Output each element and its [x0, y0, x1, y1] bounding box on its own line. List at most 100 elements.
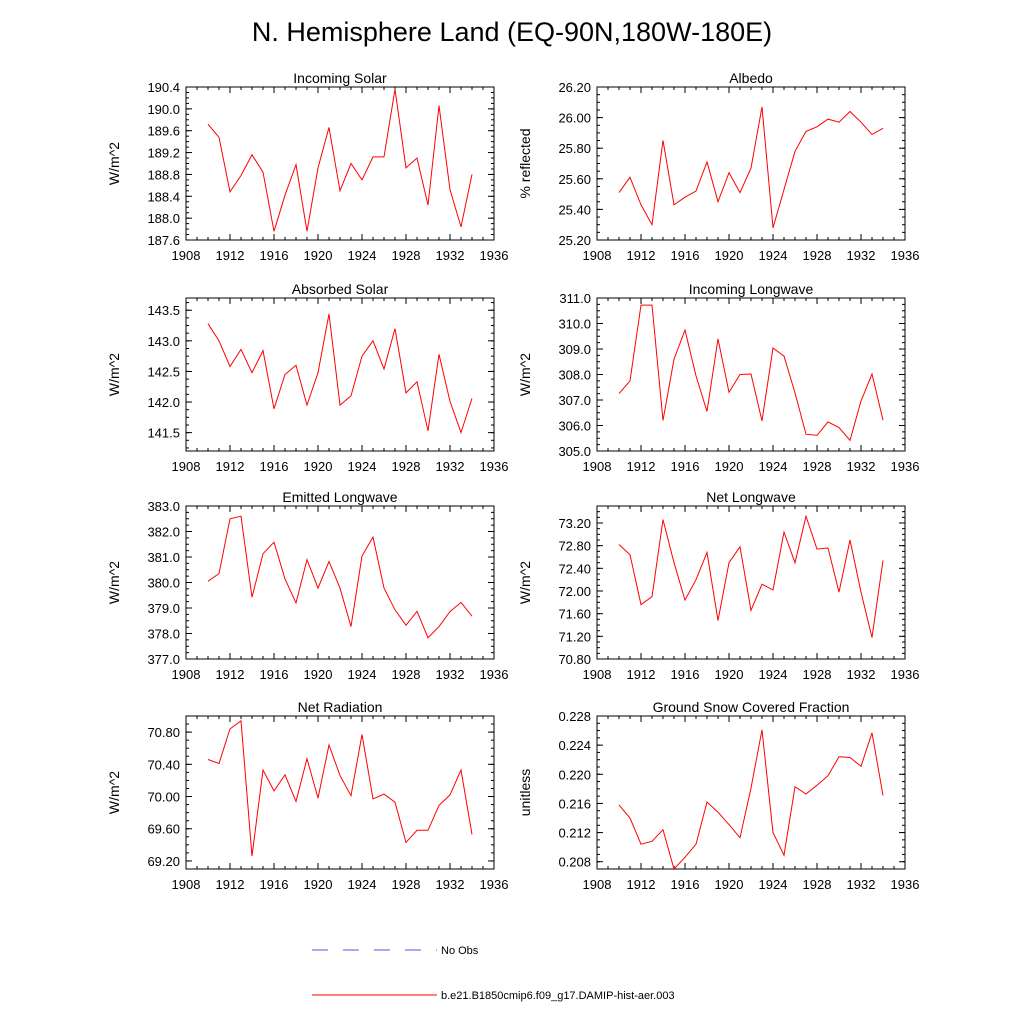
series-line	[207, 313, 473, 435]
y-tick-label: 143.0	[147, 334, 180, 349]
x-tick-label: 1912	[216, 248, 245, 263]
x-tick-label: 1932	[436, 667, 465, 682]
y-tick-label: 71.20	[558, 629, 591, 644]
y-axis-label: % reflected	[517, 128, 533, 198]
y-tick-label: 25.60	[558, 172, 591, 187]
x-tick-label: 1932	[436, 877, 465, 892]
x-tick-label: 1936	[891, 667, 920, 682]
x-tick-label: 1912	[627, 667, 656, 682]
panels-group: Incoming Solar W/m^2 1908 1912 1916 1920 1924 1…	[106, 70, 919, 892]
y-tick-label: 382.0	[147, 525, 180, 540]
x-tick-label: 1928	[392, 877, 421, 892]
x-tick-label: 1920	[304, 459, 333, 474]
y-tick-label: 72.40	[558, 561, 591, 576]
x-tick-label: 1936	[480, 459, 509, 474]
series-line	[207, 719, 473, 857]
x-tick-label: 1920	[304, 877, 333, 892]
x-tick-label: 1916	[671, 877, 700, 892]
x-tick-label: 1912	[627, 459, 656, 474]
y-tick-label: 380.0	[147, 576, 180, 591]
y-tick-label: 187.6	[147, 233, 180, 248]
y-tick-label: 70.00	[147, 790, 180, 805]
panel-title: Ground Snow Covered Fraction	[653, 699, 850, 715]
y-axis-label: W/m^2	[106, 771, 122, 814]
x-tick-label: 1920	[715, 667, 744, 682]
y-tick-label: 305.0	[558, 444, 591, 459]
series-line	[618, 729, 884, 870]
x-tick-label: 1912	[627, 248, 656, 263]
x-tick-label: 1912	[216, 877, 245, 892]
panel-0: Incoming Solar W/m^2 1908 1912 1916 1920 1924 1…	[106, 70, 508, 263]
y-tick-label: 142.5	[147, 364, 180, 379]
legend-label-no-obs: No Obs	[441, 945, 479, 957]
x-tick-label: 1908	[172, 667, 201, 682]
x-tick-label: 1916	[260, 459, 289, 474]
y-axis-label: W/m^2	[517, 561, 533, 604]
x-tick-label: 1932	[847, 459, 876, 474]
x-tick-label: 1912	[216, 667, 245, 682]
y-tick-label: 311.0	[559, 291, 591, 306]
y-tick-label: 188.4	[147, 189, 180, 204]
x-tick-label: 1928	[803, 877, 832, 892]
y-tick-label: 70.40	[147, 757, 180, 772]
x-tick-label: 1924	[759, 667, 788, 682]
x-tick-label: 1924	[348, 877, 377, 892]
x-tick-label: 1928	[392, 667, 421, 682]
y-tick-label: 310.0	[558, 317, 591, 332]
series-line	[618, 106, 884, 228]
x-tick-label: 1924	[759, 877, 788, 892]
panel-7: Ground Snow Covered Fraction unitless 1908…	[517, 699, 919, 892]
y-tick-label: 307.0	[558, 393, 591, 408]
y-tick-label: 69.20	[147, 854, 180, 869]
x-tick-label: 1908	[172, 248, 201, 263]
series-line	[618, 514, 884, 638]
y-tick-label: 141.5	[147, 426, 180, 441]
y-tick-label: 189.2	[147, 146, 180, 161]
y-tick-label: 0.228	[558, 709, 591, 724]
x-tick-label: 1908	[172, 459, 201, 474]
x-tick-label: 1928	[803, 667, 832, 682]
x-tick-label: 1916	[671, 459, 700, 474]
y-tick-label: 0.216	[558, 796, 591, 811]
y-tick-label: 190.4	[147, 80, 180, 95]
y-tick-label: 188.0	[147, 211, 180, 226]
y-tick-label: 70.80	[147, 725, 180, 740]
y-tick-label: 0.208	[558, 855, 591, 870]
x-tick-label: 1908	[583, 877, 612, 892]
x-tick-label: 1908	[583, 459, 612, 474]
x-tick-label: 1916	[671, 248, 700, 263]
y-tick-label: 25.80	[558, 141, 591, 156]
x-tick-label: 1924	[348, 248, 377, 263]
legend: No Obs b.e21.B1850cmip6.f09_g17.DAMIP-hi…	[312, 945, 675, 1002]
y-tick-label: 25.40	[558, 202, 591, 217]
y-axis-label: W/m^2	[106, 353, 122, 396]
x-tick-label: 1912	[216, 459, 245, 474]
y-tick-label: 143.5	[147, 303, 180, 318]
y-tick-label: 306.0	[558, 419, 591, 434]
panel-title: Incoming Solar	[293, 70, 387, 86]
y-tick-label: 70.80	[558, 652, 591, 667]
panel-5: Net Longwave W/m^2 1908 1912 1916 1920 1924 192…	[517, 489, 919, 682]
y-axis-label: unitless	[517, 769, 533, 816]
y-tick-label: 72.80	[558, 539, 591, 554]
y-tick-label: 190.0	[147, 102, 180, 117]
y-tick-label: 188.8	[147, 167, 180, 182]
x-tick-label: 1928	[803, 459, 832, 474]
figure-title: N. Hemisphere Land (EQ-90N,180W-180E)	[252, 17, 772, 47]
y-tick-label: 25.20	[558, 233, 591, 248]
series-line	[207, 89, 473, 232]
x-tick-label: 1924	[759, 248, 788, 263]
panel-title: Absorbed Solar	[292, 281, 389, 297]
x-tick-label: 1916	[260, 248, 289, 263]
x-tick-label: 1924	[348, 667, 377, 682]
x-tick-label: 1908	[172, 877, 201, 892]
x-tick-label: 1928	[392, 459, 421, 474]
y-tick-label: 0.212	[558, 826, 591, 841]
y-tick-label: 142.0	[147, 395, 180, 410]
x-tick-label: 1932	[847, 667, 876, 682]
x-tick-label: 1924	[759, 459, 788, 474]
panel-title: Net Longwave	[706, 489, 796, 505]
x-tick-label: 1936	[480, 877, 509, 892]
